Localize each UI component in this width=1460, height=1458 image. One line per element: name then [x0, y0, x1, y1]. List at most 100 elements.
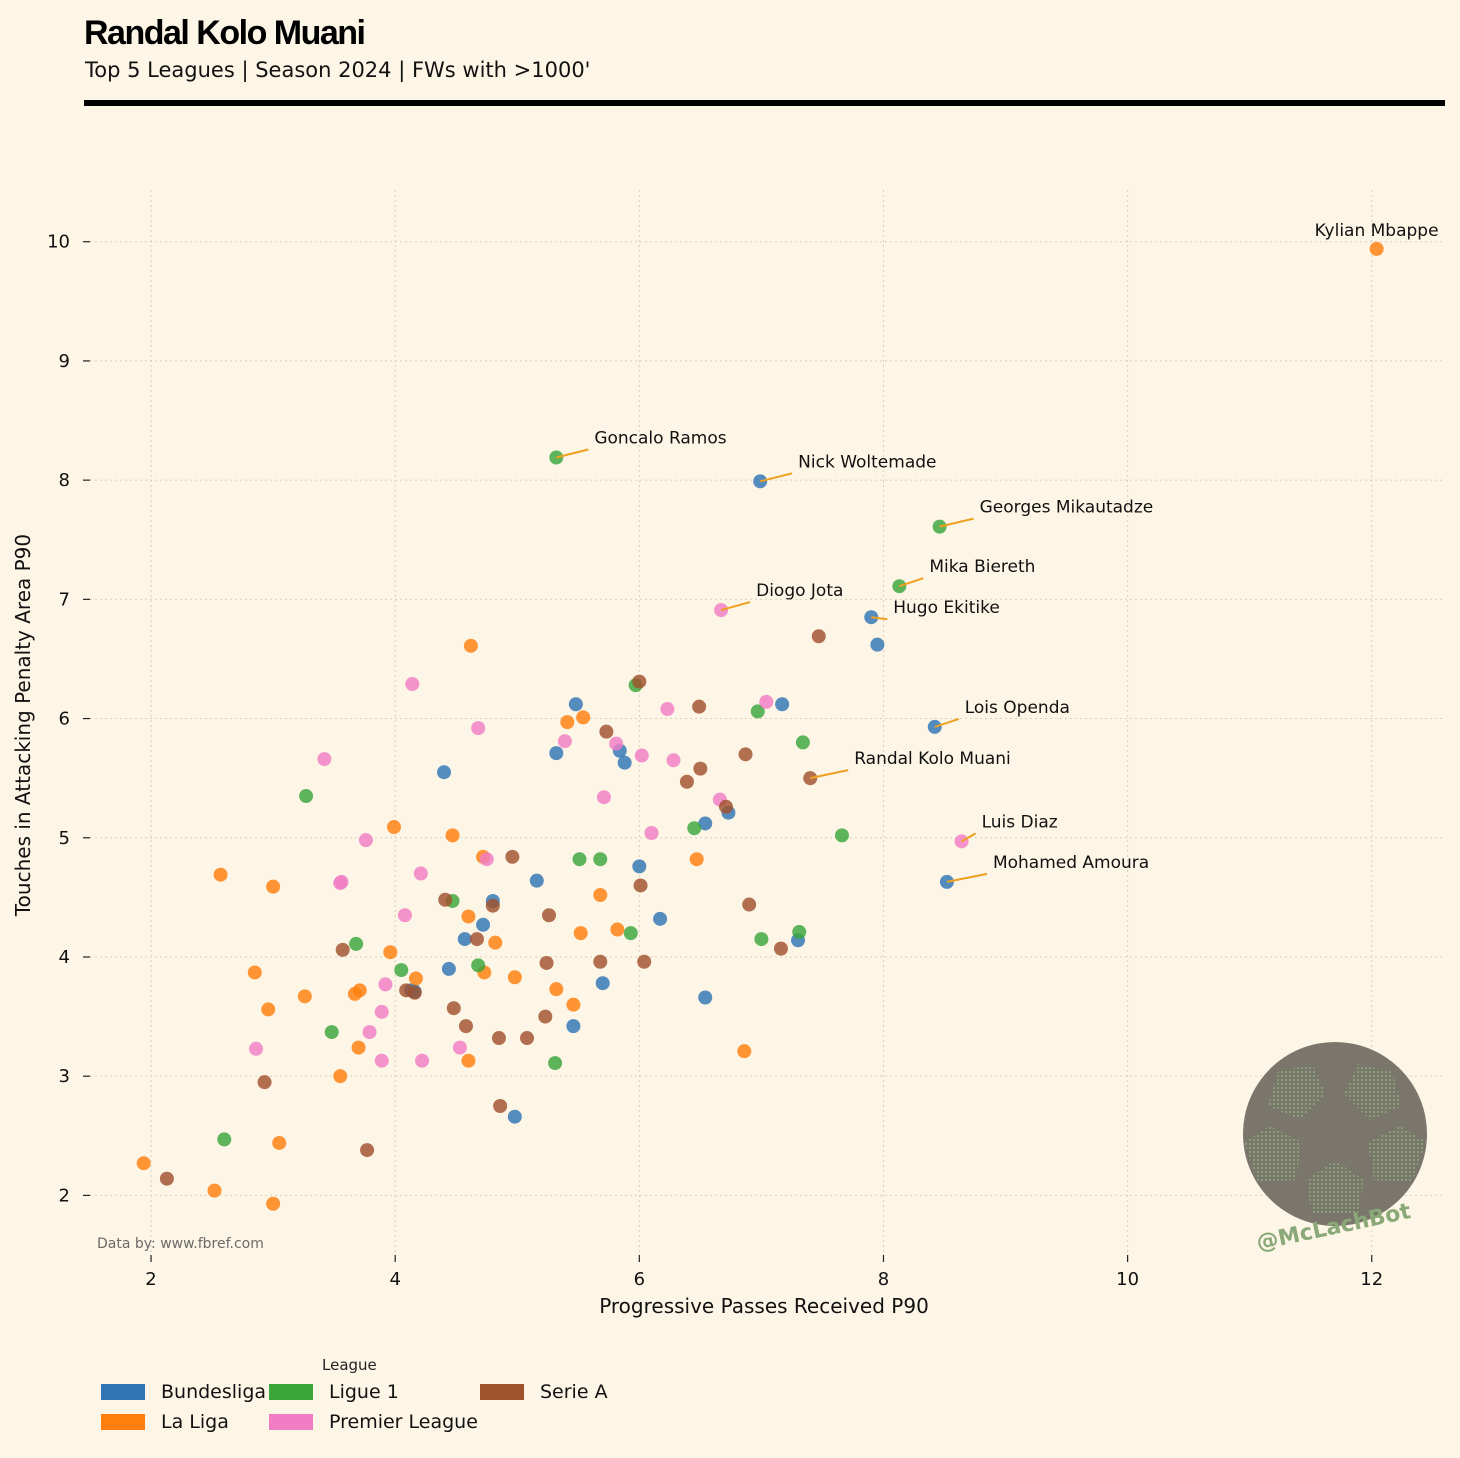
data-point	[261, 1002, 276, 1017]
annotation-label: Luis Diaz	[982, 812, 1058, 832]
data-point	[1369, 241, 1384, 256]
data-point	[653, 911, 668, 926]
legend-label: Bundesliga	[161, 1381, 267, 1403]
legend-label: La Liga	[161, 1411, 229, 1433]
data-point	[441, 961, 456, 976]
data-point	[632, 674, 647, 689]
data-point	[360, 1143, 375, 1158]
data-point	[834, 828, 849, 843]
data-point	[437, 765, 452, 780]
chart-subtitle: Top 5 Leagues | Season 2024 | FWs with >…	[85, 58, 591, 82]
annotations: Kylian Mbappe Goncalo Ramos Nick Woltemade…	[556, 221, 1439, 883]
y-tick-label: 4	[59, 947, 70, 968]
data-point	[207, 1183, 222, 1198]
data-point	[792, 924, 807, 939]
annotation-leader	[946, 872, 988, 883]
x-axis-label: Progressive Passes Received P90	[599, 1294, 929, 1318]
data-point	[617, 755, 632, 770]
data-point	[488, 935, 503, 950]
data-point	[637, 954, 652, 969]
annotation-leader	[810, 769, 849, 780]
legend-swatch	[269, 1384, 313, 1400]
y-tick-label: 7	[59, 589, 70, 610]
legend-swatch	[101, 1414, 145, 1430]
data-point	[573, 926, 588, 941]
legend-item-serie-a: Serie A	[480, 1381, 608, 1403]
data-point	[693, 761, 708, 776]
data-point	[773, 941, 788, 956]
data-point	[479, 852, 494, 867]
mclachbot-logo: @McLachBot	[1243, 1042, 1427, 1252]
data-point	[335, 942, 350, 957]
data-point	[644, 826, 659, 840]
data-point	[249, 1041, 264, 1056]
data-point	[759, 694, 774, 709]
data-point	[493, 1098, 508, 1113]
data-point	[811, 629, 826, 644]
data-point	[397, 908, 412, 923]
data-point	[408, 971, 423, 986]
data-point	[560, 715, 575, 730]
title-divider	[84, 100, 1445, 106]
data-point	[738, 747, 753, 762]
annotation-leader	[556, 448, 589, 459]
data-point	[737, 1044, 752, 1059]
data-point	[633, 878, 648, 893]
y-tick-label: 6	[59, 709, 70, 730]
data-point	[347, 986, 362, 1001]
data-point	[718, 799, 733, 814]
data-point	[491, 1031, 506, 1046]
data-point	[317, 752, 332, 767]
data-point	[469, 932, 484, 947]
data-point	[461, 1053, 476, 1068]
data-point	[750, 704, 765, 719]
data-point	[505, 849, 520, 864]
data-point	[461, 909, 476, 924]
data-point	[538, 1009, 553, 1024]
y-tick-label: 10	[47, 232, 70, 253]
data-point	[324, 1025, 339, 1040]
data-point	[660, 702, 675, 717]
legend-item-premier-league: Premier League	[269, 1411, 478, 1433]
data-point	[609, 736, 624, 751]
legend-item-la-liga: La Liga	[101, 1411, 229, 1433]
data-point	[257, 1075, 272, 1090]
data-point	[634, 748, 649, 763]
data-point	[576, 710, 591, 725]
data-point	[383, 945, 398, 960]
annotation-label: Hugo Ekitike	[893, 598, 1000, 618]
annotation-label: Randal Kolo Muani	[854, 749, 1011, 769]
data-point	[351, 1040, 366, 1055]
data-source-credit: Data by: www.fbref.com	[97, 1236, 264, 1252]
data-point	[476, 917, 491, 932]
data-point	[742, 897, 757, 912]
data-point	[666, 753, 681, 768]
data-point	[407, 985, 422, 1000]
data-point	[557, 734, 572, 749]
annotation-leader	[939, 517, 974, 528]
data-point	[394, 963, 409, 978]
data-point	[217, 1132, 232, 1147]
data-point	[136, 1156, 151, 1171]
annotation-leader	[759, 472, 793, 483]
data-point	[599, 724, 614, 739]
axes: 2 4 6 8 10 12 2 3 4 5 6 7 8 9 10	[47, 232, 1383, 1290]
data-point	[698, 816, 713, 831]
legend-label: Premier League	[329, 1411, 478, 1433]
data-point	[471, 958, 486, 973]
annotation-leader	[899, 577, 924, 588]
data-point	[374, 1053, 389, 1068]
data-point	[457, 932, 472, 947]
annotation-label: Goncalo Ramos	[594, 428, 726, 448]
data-point	[333, 1069, 348, 1084]
data-point	[297, 989, 312, 1004]
y-tick-label: 9	[59, 351, 70, 372]
data-point	[687, 821, 702, 836]
data-point	[623, 926, 638, 941]
data-point	[541, 908, 556, 923]
data-point	[213, 867, 228, 882]
data-point	[159, 1171, 174, 1186]
data-point	[539, 955, 554, 970]
data-point	[446, 1001, 461, 1016]
data-point	[698, 990, 713, 1005]
